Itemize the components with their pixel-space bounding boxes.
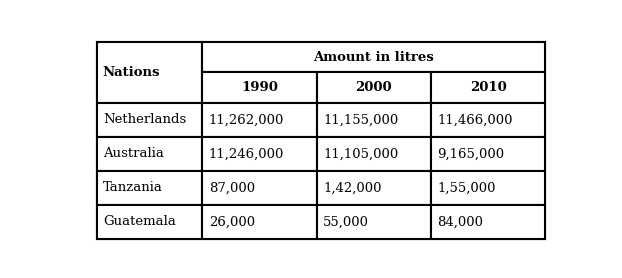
Text: 9,165,000: 9,165,000 <box>437 147 504 160</box>
Bar <box>431 103 545 137</box>
Bar <box>202 171 317 205</box>
Bar <box>97 137 202 171</box>
Bar <box>202 103 317 137</box>
Bar <box>202 73 317 103</box>
Text: 55,000: 55,000 <box>323 215 369 228</box>
Text: Amount in litres: Amount in litres <box>313 51 434 64</box>
Bar <box>317 103 431 137</box>
Bar <box>431 205 545 239</box>
Text: 11,155,000: 11,155,000 <box>323 113 398 126</box>
Text: Nations: Nations <box>103 66 160 79</box>
Text: 87,000: 87,000 <box>208 182 255 194</box>
Bar <box>97 205 202 239</box>
Text: 1,55,000: 1,55,000 <box>437 182 496 194</box>
Bar <box>317 73 431 103</box>
Text: Guatemala: Guatemala <box>103 215 176 228</box>
Text: 11,246,000: 11,246,000 <box>208 147 284 160</box>
Bar <box>202 42 545 73</box>
Text: Netherlands: Netherlands <box>103 113 187 126</box>
Text: 11,105,000: 11,105,000 <box>323 147 398 160</box>
Text: Tanzania: Tanzania <box>103 182 163 194</box>
Bar <box>317 205 431 239</box>
Bar <box>317 137 431 171</box>
Text: 26,000: 26,000 <box>208 215 255 228</box>
Text: 11,262,000: 11,262,000 <box>208 113 284 126</box>
Text: 2010: 2010 <box>470 81 506 94</box>
Bar <box>431 171 545 205</box>
Bar <box>317 171 431 205</box>
Text: 1,42,000: 1,42,000 <box>323 182 381 194</box>
Text: 84,000: 84,000 <box>437 215 483 228</box>
Bar <box>202 205 317 239</box>
Bar <box>431 73 545 103</box>
Text: Australia: Australia <box>103 147 164 160</box>
Text: 11,466,000: 11,466,000 <box>437 113 513 126</box>
Bar <box>431 137 545 171</box>
Bar <box>97 103 202 137</box>
Bar <box>202 137 317 171</box>
Text: 1990: 1990 <box>241 81 278 94</box>
Bar <box>97 42 202 103</box>
Bar <box>97 171 202 205</box>
Text: 2000: 2000 <box>356 81 392 94</box>
